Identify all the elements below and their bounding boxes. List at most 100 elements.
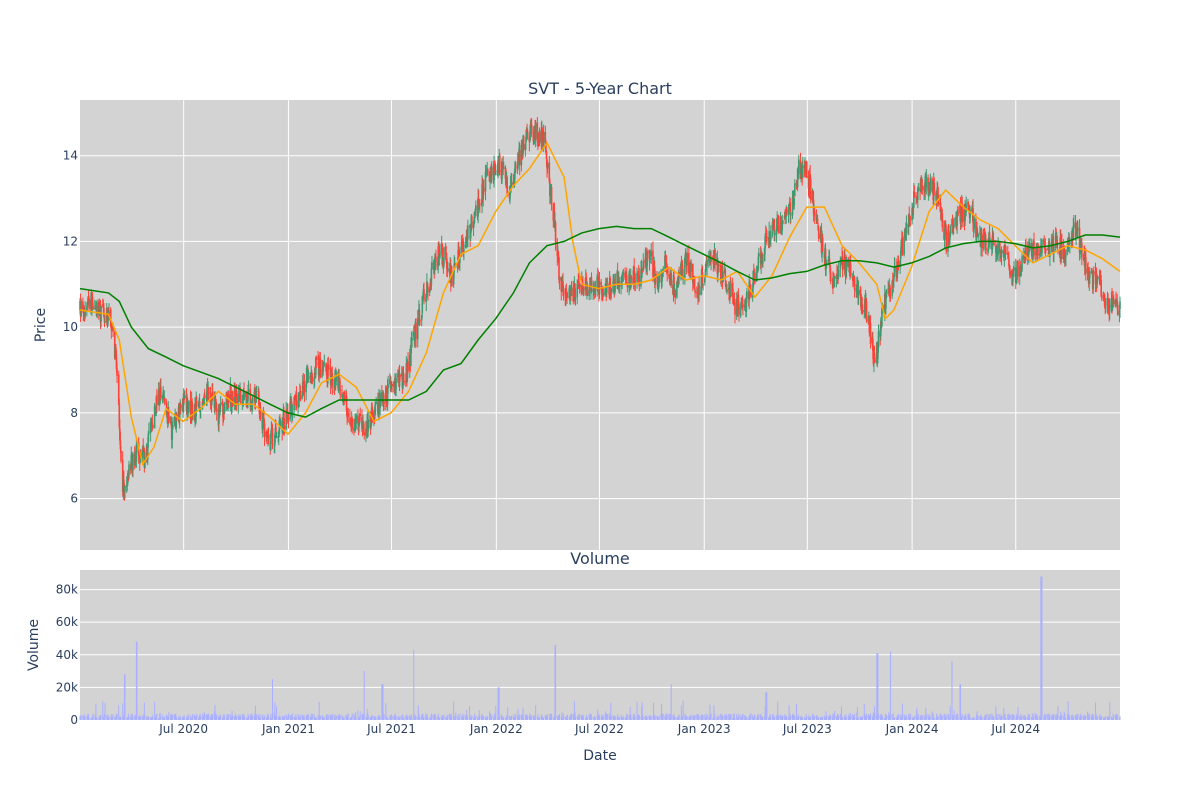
candle-body	[757, 256, 760, 270]
volume-bar	[967, 713, 969, 720]
price-plot-area[interactable]	[80, 100, 1120, 550]
volume-bar	[1089, 717, 1091, 720]
volume-bar	[391, 715, 393, 720]
volume-bar	[1119, 716, 1121, 720]
candle-body	[469, 229, 472, 239]
candle-body	[526, 129, 528, 133]
volume-bar	[780, 714, 782, 720]
volume-bar	[674, 716, 676, 720]
candle-body	[277, 436, 280, 438]
volume-bar	[802, 717, 804, 720]
volume-bar	[785, 716, 787, 720]
candle-body	[995, 245, 997, 253]
volume-bar	[1060, 715, 1062, 720]
candle-body	[410, 346, 412, 367]
candle-body	[1017, 261, 1019, 277]
candle-body	[929, 177, 932, 193]
candle-body	[828, 256, 830, 260]
volume-bar	[818, 717, 820, 720]
volume-bar	[625, 716, 627, 720]
volume-bar	[851, 714, 853, 720]
candle-body	[1039, 253, 1042, 255]
candle-body	[903, 230, 906, 238]
volume-bar	[286, 714, 288, 720]
candle-body	[877, 331, 880, 348]
volume-bar	[231, 710, 233, 720]
volume-bar	[94, 714, 96, 720]
candle-body	[325, 370, 328, 376]
volume-bar	[823, 715, 825, 720]
volume-bar	[164, 716, 166, 720]
candle-body	[1070, 238, 1073, 244]
volume-bar	[466, 709, 468, 720]
volume-bar	[287, 713, 289, 720]
candle-body	[734, 302, 736, 315]
candle-body	[207, 387, 210, 395]
volume-bar	[236, 716, 238, 720]
candle-body	[1009, 270, 1011, 278]
volume-bar	[892, 713, 894, 720]
volume-bar	[339, 713, 341, 720]
volume-bar	[609, 716, 611, 720]
volume-bar	[314, 717, 316, 720]
volume-bar	[506, 715, 508, 720]
candle-body	[897, 261, 900, 269]
volume-bar	[313, 714, 315, 720]
volume-bar	[232, 715, 234, 720]
candle-body	[682, 276, 684, 278]
candle-body	[397, 373, 400, 376]
volume-bar	[569, 718, 571, 720]
volume-bar	[367, 708, 369, 720]
volume-bar	[929, 714, 931, 720]
volume-bar	[518, 717, 520, 720]
candle-body	[576, 284, 579, 298]
candle-body	[460, 240, 463, 252]
volume-bar	[602, 716, 604, 720]
volume-bar	[124, 674, 126, 720]
volume-bar	[281, 716, 283, 720]
volume-bar	[120, 716, 122, 720]
volume-bar	[931, 711, 933, 720]
volume-bar	[661, 715, 663, 720]
volume-bar	[925, 707, 927, 720]
volume-plot-area[interactable]	[80, 570, 1120, 720]
candle-body	[102, 306, 105, 308]
volume-bar	[1055, 715, 1057, 720]
volume-bar	[584, 718, 586, 720]
volume-bar	[498, 687, 500, 720]
candle-body	[362, 422, 365, 432]
volume-bar	[494, 715, 496, 720]
volume-bar	[166, 714, 168, 720]
volume-bar	[756, 716, 758, 720]
volume-bar	[196, 713, 198, 720]
candle-body	[661, 272, 664, 274]
candle-body	[223, 404, 226, 413]
volume-bar	[402, 714, 404, 720]
volume-bar	[973, 716, 975, 720]
candle-body	[111, 324, 113, 329]
volume-bar	[410, 714, 412, 720]
volume-bar	[147, 716, 149, 720]
candle-body	[1103, 295, 1106, 307]
volume-bar	[102, 716, 104, 720]
volume-bar	[576, 717, 578, 720]
volume-bar	[537, 717, 539, 720]
volume-bar	[438, 717, 440, 720]
volume-bar	[423, 716, 425, 720]
volume-bar	[171, 714, 173, 720]
candle-body	[791, 197, 794, 216]
volume-bar	[748, 715, 750, 720]
candle-body	[534, 122, 537, 139]
candle-body	[521, 146, 523, 150]
candle-body	[809, 178, 812, 201]
candle-body	[752, 270, 755, 278]
volume-bar	[369, 717, 371, 720]
volume-bar	[752, 717, 754, 720]
candle-body	[972, 207, 974, 224]
candle-body	[819, 233, 822, 240]
volume-bar	[644, 716, 646, 720]
candle-body	[1077, 227, 1079, 231]
candle-body	[1004, 246, 1006, 254]
volume-bar	[912, 717, 914, 720]
volume-bar	[794, 715, 796, 720]
